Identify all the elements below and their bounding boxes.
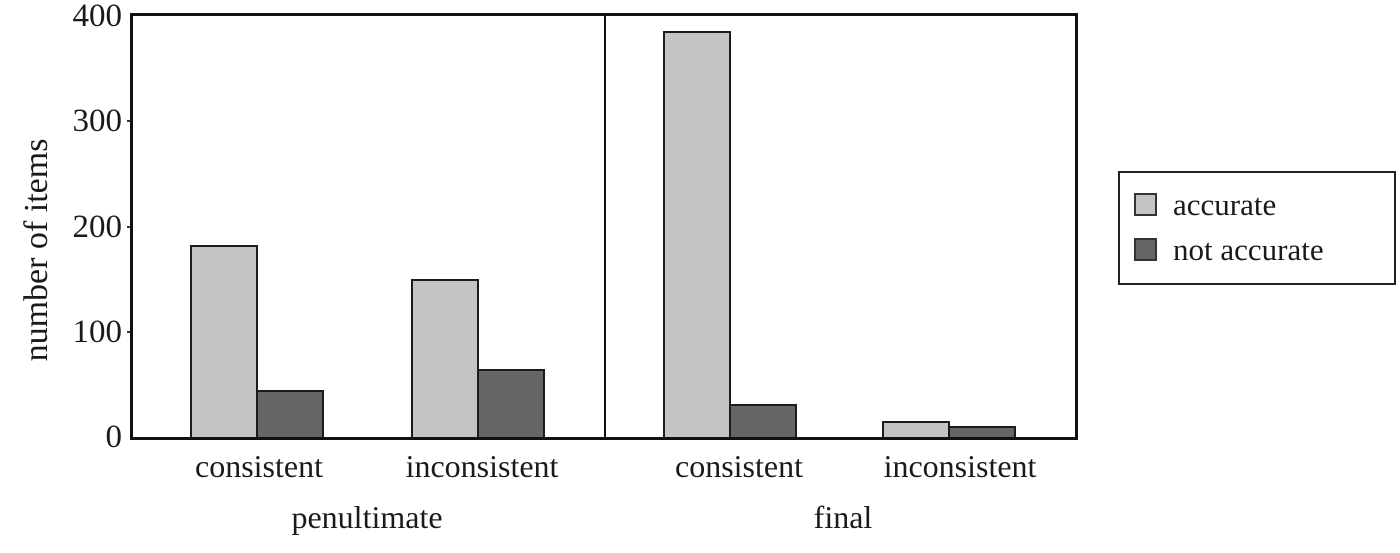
x-category-label-final-consistent: consistent	[675, 448, 803, 484]
plot-area	[130, 13, 1078, 440]
legend-swatch-icon	[1134, 193, 1157, 216]
y-tick-label-0: 0	[105, 419, 123, 455]
bar-penultimate-consistent-accurate	[190, 245, 258, 437]
bar-final-consistent-not-accurate	[729, 404, 797, 437]
x-category-label-penultimate-consistent: consistent	[195, 448, 323, 484]
y-tick-label-400: 400	[72, 0, 123, 34]
bar-penultimate-inconsistent-not-accurate	[477, 369, 545, 437]
bar-group-final-inconsistent	[882, 421, 1016, 437]
x-category-label-penultimate-inconsistent: inconsistent	[405, 448, 559, 484]
legend-row-accurate: accurate	[1134, 182, 1384, 227]
bar-final-inconsistent-accurate	[882, 421, 950, 437]
legend-label: accurate	[1173, 186, 1277, 222]
bar-penultimate-inconsistent-accurate	[411, 279, 479, 437]
y-tick-label-300: 300	[72, 103, 123, 140]
legend-row-not-accurate: not accurate	[1134, 227, 1384, 272]
panel-divider	[604, 16, 606, 437]
x-panel-label-penultimate: penultimate	[291, 499, 443, 535]
bar-group-penultimate-inconsistent	[411, 279, 545, 437]
y-tick-label-200: 200	[72, 208, 123, 245]
x-panel-label-final: final	[813, 499, 873, 535]
y-tick-label-100: 100	[72, 313, 123, 350]
legend-box: accurate not accurate	[1118, 171, 1396, 285]
bar-penultimate-consistent-not-accurate	[256, 390, 324, 437]
legend-label: not accurate	[1173, 231, 1324, 267]
x-category-label-final-inconsistent: inconsistent	[883, 448, 1037, 484]
bar-group-penultimate-consistent	[190, 245, 324, 437]
bar-final-inconsistent-not-accurate	[948, 426, 1016, 437]
bar-final-consistent-accurate	[663, 31, 731, 437]
legend-swatch-icon	[1134, 238, 1157, 261]
bar-group-final-consistent	[663, 31, 797, 437]
